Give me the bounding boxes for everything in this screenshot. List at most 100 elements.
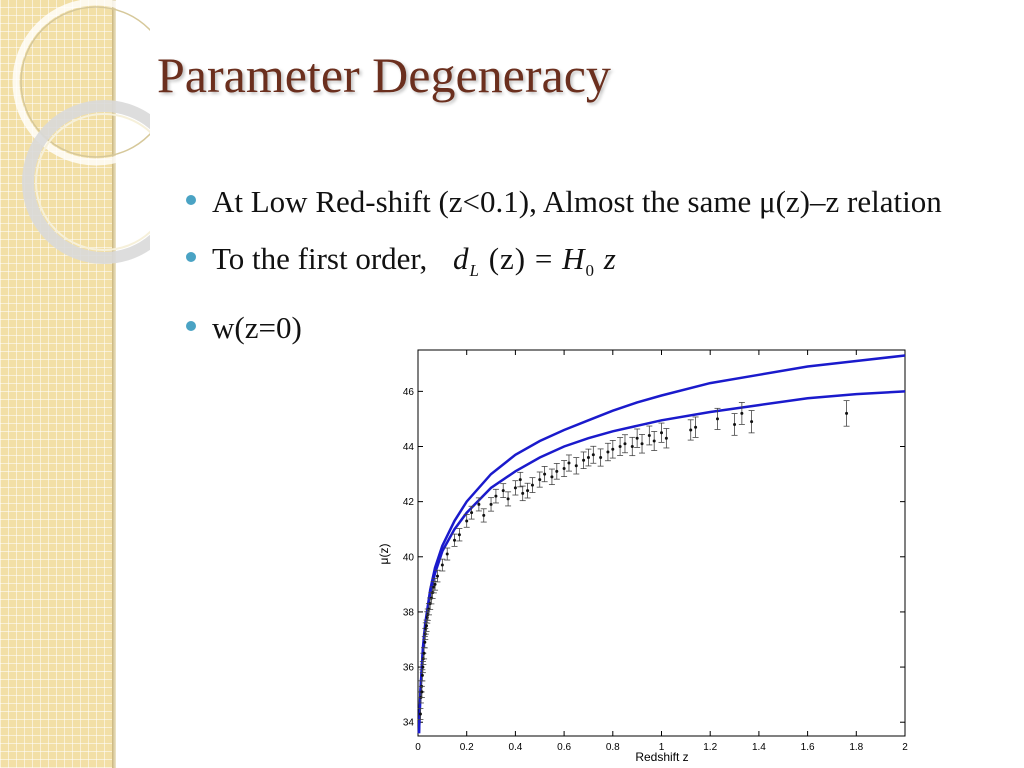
point-marker <box>425 615 429 619</box>
point-marker <box>591 453 595 457</box>
point-marker <box>521 491 525 495</box>
data-point <box>451 533 458 547</box>
point-marker <box>550 475 554 479</box>
data-point <box>634 428 641 448</box>
point-marker <box>567 461 571 465</box>
data-point <box>585 448 592 467</box>
x-tick-label: 0.6 <box>557 742 571 753</box>
point-marker <box>470 511 474 515</box>
data-point <box>524 482 531 499</box>
data-point <box>748 410 755 434</box>
side-band-edge <box>112 0 116 768</box>
data-point <box>646 425 653 446</box>
data-point <box>475 497 482 512</box>
point-marker <box>574 464 578 468</box>
x-tick-label: 0.2 <box>460 742 474 753</box>
data-point <box>731 413 738 436</box>
point-marker <box>845 411 849 415</box>
bullet-list: At Low Red-shift (z<0.1), Almost the sam… <box>186 183 946 366</box>
decorative-rings <box>12 0 150 264</box>
data-point <box>617 437 624 456</box>
x-tick-label: 1.6 <box>801 742 815 753</box>
slide-title: Parameter Degeneracy <box>157 47 611 103</box>
point-marker <box>513 486 517 490</box>
point-marker <box>640 442 644 446</box>
data-point <box>421 636 428 649</box>
point-marker <box>530 483 534 487</box>
point-marker <box>421 665 425 669</box>
point-marker <box>445 552 449 556</box>
point-marker <box>457 533 461 537</box>
point-marker <box>465 519 469 523</box>
data-point <box>505 491 512 507</box>
data-point <box>536 471 543 488</box>
eq-lhs-subscript: L <box>469 261 480 281</box>
data-point <box>468 505 475 520</box>
point-marker <box>543 472 547 476</box>
point-marker <box>750 420 754 424</box>
y-tick-label: 46 <box>403 387 415 398</box>
x-tick-label: 1.2 <box>703 742 717 753</box>
data-point <box>492 488 499 504</box>
data-point <box>714 407 721 430</box>
data-point <box>663 428 670 449</box>
point-marker <box>440 563 444 567</box>
data-point <box>430 580 437 594</box>
y-tick-label: 40 <box>403 552 415 563</box>
point-marker <box>611 447 615 451</box>
y-tick-label: 36 <box>403 663 415 674</box>
y-tick-label: 42 <box>403 497 415 508</box>
point-marker <box>647 433 651 437</box>
data-point <box>432 578 439 591</box>
data-point <box>541 466 548 483</box>
point-marker <box>501 489 505 493</box>
data-point <box>553 463 560 480</box>
point-marker <box>664 436 668 440</box>
bullet-item: At Low Red-shift (z<0.1), Almost the sam… <box>186 183 946 221</box>
y-tick-label: 38 <box>403 607 415 618</box>
x-tick-label: 0 <box>415 742 421 753</box>
data-point <box>843 400 850 427</box>
point-marker <box>740 411 744 415</box>
x-tick-label: 1.8 <box>849 742 863 753</box>
point-marker <box>433 582 437 586</box>
point-marker <box>618 445 622 448</box>
data-point <box>529 477 536 493</box>
point-marker <box>538 478 542 482</box>
data-point <box>480 508 487 523</box>
point-marker <box>425 624 429 628</box>
point-marker <box>453 538 457 542</box>
eq-lhs: d <box>453 241 470 276</box>
bullet-text: To the first order, <box>212 241 428 276</box>
x-axis-label: Redshift z <box>635 750 688 764</box>
data-point <box>651 431 658 451</box>
data-point <box>434 569 441 583</box>
bullet-text: w(z=0) <box>212 310 302 346</box>
point-marker <box>420 673 424 677</box>
point-marker <box>518 478 522 482</box>
x-tick-label: 1.4 <box>752 742 766 753</box>
point-marker <box>652 439 656 443</box>
point-marker <box>482 513 486 517</box>
point-marker <box>435 574 439 578</box>
point-marker <box>635 436 639 440</box>
x-tick-label: 1 <box>659 742 665 753</box>
data-point <box>517 471 524 488</box>
eq-rhs: H <box>562 241 586 276</box>
y-axis-label: μ(z) <box>377 544 391 565</box>
data-point <box>419 661 426 674</box>
data-point <box>488 497 495 512</box>
data-point <box>565 454 572 472</box>
point-marker <box>506 497 510 501</box>
point-marker <box>694 425 698 429</box>
point-marker <box>689 428 693 432</box>
data-point <box>687 419 694 441</box>
data-point <box>548 468 555 486</box>
bullet-item: To the first order, dL (z) = H0 z <box>186 240 946 290</box>
data-point <box>418 685 425 698</box>
bullet-dot-icon <box>186 252 196 262</box>
point-marker <box>606 450 610 454</box>
point-marker <box>555 469 559 473</box>
point-marker <box>432 585 436 589</box>
point-marker <box>599 456 603 460</box>
